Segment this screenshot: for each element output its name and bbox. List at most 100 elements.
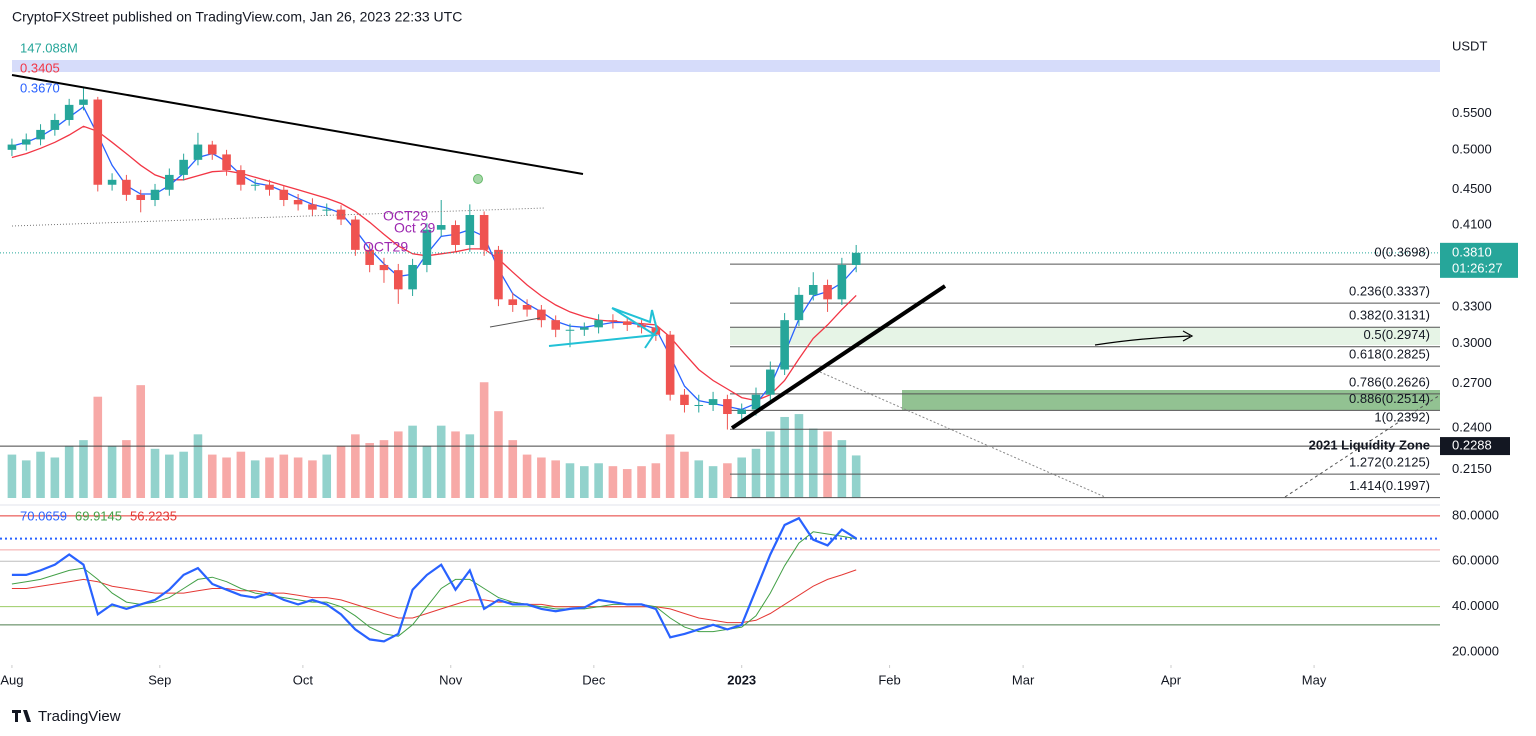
volume-bar: [107, 445, 117, 498]
candle-body: [694, 404, 704, 406]
volume-bar: [694, 460, 704, 498]
brand: TradingView: [12, 708, 121, 725]
candle-body: [494, 249, 503, 300]
volume-bar: [708, 466, 718, 498]
marker: [473, 174, 483, 184]
volume-bar: [780, 416, 789, 498]
candle-body: [608, 320, 618, 322]
volume-bar: [622, 469, 632, 498]
candle-body: [451, 225, 460, 245]
x-tick-label: Sep: [148, 672, 171, 687]
candle-body: [823, 284, 832, 300]
trendline-dotted: [11, 207, 546, 227]
volume-bar: [122, 440, 131, 498]
chart-title: CryptoFXStreet published on TradingView.…: [12, 9, 462, 25]
candle-body: [21, 139, 31, 145]
candle-body: [808, 284, 818, 295]
trendline-thick: [730, 284, 947, 430]
volume-bar: [93, 396, 103, 498]
candle-body: [336, 209, 346, 220]
volume-bar: [451, 431, 460, 498]
candle-body: [50, 119, 60, 130]
candle-body: [7, 144, 17, 150]
volume-bar: [723, 463, 732, 498]
candle-body: [780, 320, 789, 370]
candle-body: [150, 189, 160, 201]
candle-body: [408, 264, 417, 290]
candle-body: [165, 174, 174, 190]
plot: [0, 87, 1440, 668]
volume-bar: [165, 454, 174, 498]
y-tick-label: 0.2150: [1452, 461, 1492, 476]
trendline-dashed: [1284, 394, 1441, 498]
candle-body: [179, 159, 188, 175]
volume-bar: [665, 434, 675, 498]
price-tag-label: 0.2288: [1452, 438, 1492, 453]
volume-bar: [222, 457, 231, 498]
volume-bar: [408, 425, 417, 498]
volume-bar: [308, 460, 317, 498]
candle-body: [250, 184, 260, 186]
candle-body: [322, 209, 332, 211]
brand-text: TradingView: [38, 708, 121, 725]
volume-bar: [751, 448, 761, 498]
volume-bar: [537, 457, 546, 498]
x-tick-label: Dec: [582, 672, 606, 687]
candle-body: [723, 399, 732, 415]
candle-body: [351, 219, 360, 250]
rsi-tick-label: 20.0000: [1452, 644, 1499, 659]
y-tick-label: 0.3000: [1452, 335, 1492, 350]
rsi-line: [11, 569, 857, 624]
volume-bar: [422, 445, 432, 498]
candle-body: [551, 320, 560, 330]
fib-label: 0.236(0.3337): [1349, 284, 1430, 299]
volume-bar: [365, 443, 374, 498]
rsi-line: [11, 531, 857, 637]
candle-body: [479, 215, 489, 250]
fib-label: 0.886(0.2514): [1349, 391, 1430, 406]
volume-bar: [150, 448, 160, 498]
candle-body: [107, 179, 117, 185]
annotation: OCT29: [383, 208, 428, 224]
y-axis-label: USDT: [1452, 38, 1487, 53]
pattern-arrow: [548, 307, 659, 349]
candle-body: [308, 204, 317, 210]
volume-bar: [250, 460, 260, 498]
volume-bar: [351, 434, 360, 498]
rsi-legend-value: 69.9145: [75, 508, 122, 523]
volume-bar: [393, 431, 403, 498]
legend-value: 0.3405: [20, 60, 60, 75]
moving-average: [11, 125, 857, 402]
volume-bar: [136, 385, 146, 498]
volume-bar: [508, 440, 518, 498]
overlay: 0.5500 0.5000 0.4500 0.4100 0.3300 0.3000 0.27…: [0, 40, 1518, 687]
legend-value: 0.3670: [20, 80, 60, 95]
volume-bar: [50, 457, 60, 498]
volume-bar: [522, 454, 532, 498]
moving-average: [11, 105, 857, 411]
volume-bar: [36, 451, 45, 498]
candle-body: [222, 154, 231, 171]
volume-bar: [21, 460, 31, 498]
rsi-tick-label: 40.0000: [1452, 598, 1499, 613]
y-tick-label: 0.4500: [1452, 181, 1492, 196]
x-tick-label: Aug: [0, 672, 23, 687]
candle-body: [766, 369, 775, 395]
volume-bar: [680, 451, 689, 498]
fib-label: 1(0.2392): [1374, 410, 1430, 425]
candle-body: [465, 215, 475, 245]
volume-bar: [766, 431, 775, 498]
volume-bar: [608, 466, 618, 498]
y-tick-label: 0.2700: [1452, 375, 1492, 390]
volume-bar: [436, 425, 446, 498]
x-tick-label: Oct: [293, 672, 314, 687]
volume-bar: [637, 466, 646, 498]
liquidity-label: 2021 Liquidity Zone: [1309, 438, 1430, 453]
fib-label: 0.786(0.2626): [1349, 374, 1430, 389]
volume-bar: [79, 440, 88, 498]
candle-body: [79, 99, 88, 105]
candle-body: [522, 305, 532, 310]
volume-bar: [293, 457, 303, 498]
volume-bar: [322, 454, 332, 498]
